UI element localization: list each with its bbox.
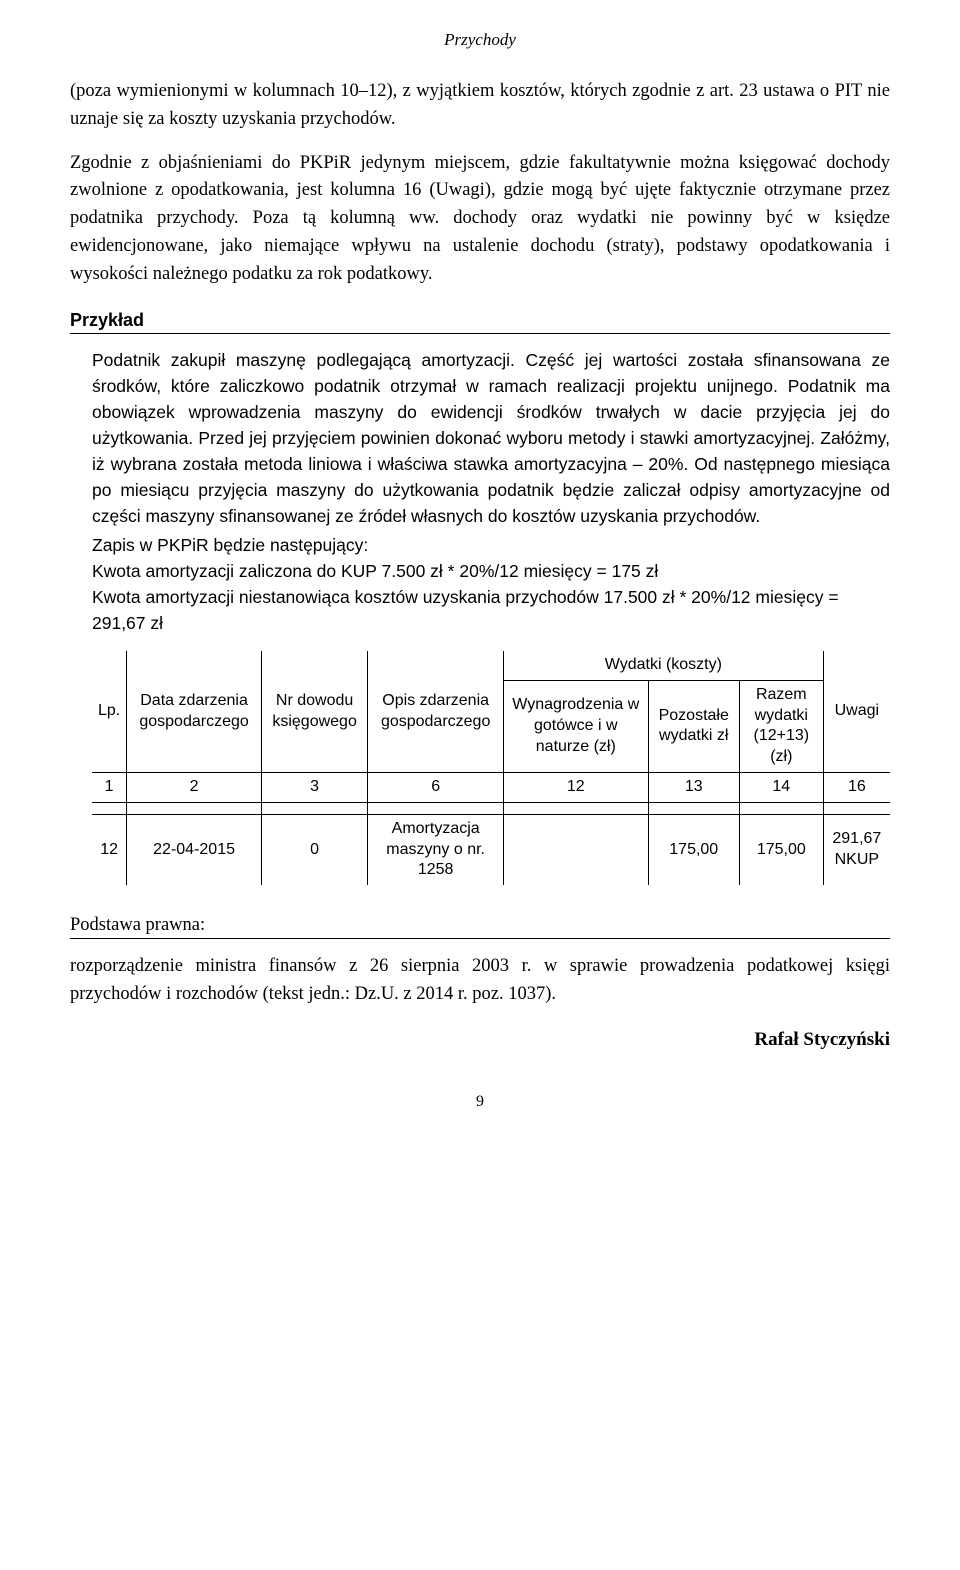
legal-divider — [70, 938, 890, 939]
cell-lp: 12 — [92, 814, 127, 885]
cell-razem: 175,00 — [739, 814, 823, 885]
cell-wynagrodzenia — [504, 814, 649, 885]
table-header-row-1: Lp. Data zdarzenia gospodarczego Nr dowo… — [92, 651, 890, 680]
table-spacer-row — [92, 802, 890, 814]
colnum-6: 13 — [648, 773, 739, 803]
th-lp: Lp. — [92, 651, 127, 772]
ledger-table: Lp. Data zdarzenia gospodarczego Nr dowo… — [92, 651, 890, 885]
colnum-3: 3 — [261, 773, 367, 803]
cell-uwagi: 291,67 NKUP — [823, 814, 890, 885]
example-paragraph: Podatnik zakupił maszynę podlegającą amo… — [70, 348, 890, 529]
legal-basis-heading: Podstawa prawna: — [70, 915, 890, 936]
colnum-5: 12 — [504, 773, 649, 803]
cell-pozostale: 175,00 — [648, 814, 739, 885]
example-divider — [70, 333, 890, 334]
cell-opis: Amortyzacja maszyny o nr. 1258 — [368, 814, 504, 885]
th-opis: Opis zdarzenia gospodarczego — [368, 651, 504, 772]
th-wynagrodzenia: Wynagrodzenia w gotówce i w naturze (zł) — [504, 680, 649, 772]
colnum-1: 1 — [92, 773, 127, 803]
ledger-table-wrap: Lp. Data zdarzenia gospodarczego Nr dowo… — [70, 651, 890, 885]
table-data-row: 12 22-04-2015 0 Amortyzacja maszyny o nr… — [92, 814, 890, 885]
cell-data: 22-04-2015 — [127, 814, 262, 885]
table-number-row: 1 2 3 6 12 13 14 16 — [92, 773, 890, 803]
legal-basis-text: rozporządzenie ministra finansów z 26 si… — [70, 953, 890, 1009]
example-line-2: Kwota amortyzacji zaliczona do KUP 7.500… — [70, 559, 890, 585]
example-line-1: Zapis w PKPiR będzie następujący: — [70, 533, 890, 559]
page-header-title: Przychody — [70, 30, 890, 50]
example-line-3: Kwota amortyzacji niestanowiąca kosztów … — [70, 585, 890, 637]
colnum-8: 16 — [823, 773, 890, 803]
colnum-4: 6 — [368, 773, 504, 803]
th-uwagi: Uwagi — [823, 651, 890, 772]
cell-nr: 0 — [261, 814, 367, 885]
th-pozostale: Pozostałe wydatki zł — [648, 680, 739, 772]
author-name: Rafał Styczyński — [70, 1029, 890, 1051]
paragraph-1: (poza wymienionymi w kolumnach 10–12), z… — [70, 78, 890, 134]
colnum-7: 14 — [739, 773, 823, 803]
th-wydatki: Wydatki (koszty) — [504, 651, 824, 680]
th-razem: Razem wydatki (12+13) (zł) — [739, 680, 823, 772]
colnum-2: 2 — [127, 773, 262, 803]
th-data: Data zdarzenia gospodarczego — [127, 651, 262, 772]
th-nr: Nr dowodu księgowego — [261, 651, 367, 772]
page-number: 9 — [70, 1093, 890, 1111]
paragraph-2: Zgodnie z objaśnieniami do PKPiR jedynym… — [70, 150, 890, 289]
example-heading: Przykład — [70, 310, 890, 331]
